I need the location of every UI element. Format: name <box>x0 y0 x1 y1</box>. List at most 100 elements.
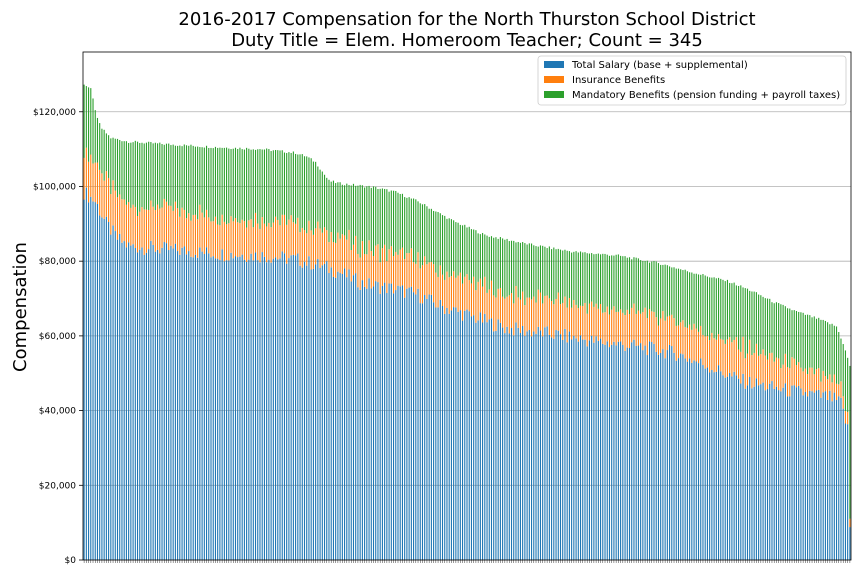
bar-total-salary <box>568 331 570 560</box>
bar-mandatory-benefits <box>499 237 501 288</box>
bar-total-salary <box>241 254 243 561</box>
bar-insurance-benefits <box>134 206 136 249</box>
bar-insurance-benefits <box>321 232 323 266</box>
bar-total-salary <box>746 385 749 560</box>
bar-insurance-benefits <box>746 353 749 386</box>
bar-total-salary <box>192 257 194 560</box>
bar-mandatory-benefits <box>108 135 110 178</box>
bar-total-salary <box>348 269 350 560</box>
bar-insurance-benefits <box>831 382 833 402</box>
bar-mandatory-benefits <box>101 128 103 174</box>
bar-total-salary <box>272 258 274 560</box>
bar-mandatory-benefits <box>735 285 737 338</box>
bar-insurance-benefits <box>448 277 450 314</box>
bar-total-salary <box>395 290 397 560</box>
bar-total-salary <box>847 424 849 560</box>
bar-total-salary <box>257 260 259 560</box>
bar-insurance-benefits <box>292 222 294 255</box>
bar-mandatory-benefits <box>219 147 221 226</box>
bar-total-salary <box>259 262 261 560</box>
bar-total-salary <box>824 391 826 560</box>
bar-insurance-benefits <box>648 309 651 342</box>
bar-total-salary <box>250 253 252 560</box>
plot-frame <box>82 51 852 561</box>
bar-total-salary <box>312 268 314 560</box>
bar-insurance-benefits <box>174 201 176 244</box>
bar-mandatory-benefits <box>738 285 740 350</box>
bar-total-salary <box>620 341 622 560</box>
bar-mandatory-benefits <box>775 302 777 358</box>
bar-total-salary <box>513 335 515 560</box>
bar-insurance-benefits <box>844 411 846 424</box>
bar-mandatory-benefits <box>809 315 811 368</box>
bar-total-salary <box>579 335 582 560</box>
bar-total-salary <box>152 244 154 560</box>
bar-mandatory-benefits <box>602 253 604 313</box>
bar-total-salary <box>809 390 811 560</box>
bar-mandatory-benefits <box>421 204 424 266</box>
bar-insurance-benefits <box>263 223 265 257</box>
bar-mandatory-benefits <box>326 177 328 231</box>
bar-insurance-benefits <box>143 209 145 256</box>
bar-total-salary <box>680 353 682 560</box>
bar-total-salary <box>704 368 706 560</box>
bar-total-salary <box>165 243 168 560</box>
bar-insurance-benefits <box>266 226 268 263</box>
bar-mandatory-benefits <box>297 154 299 218</box>
bar-mandatory-benefits <box>208 147 210 218</box>
bar-total-salary <box>114 231 116 560</box>
y-tick-label: $40,000 <box>39 407 76 417</box>
bar-insurance-benefits <box>611 309 613 345</box>
bar-mandatory-benefits <box>642 260 644 312</box>
bar-mandatory-benefits <box>506 238 508 297</box>
bar-mandatory-benefits <box>573 251 575 301</box>
bar-mandatory-benefits <box>746 288 749 354</box>
bar-total-salary <box>842 408 844 560</box>
bar-mandatory-benefits <box>637 258 639 311</box>
bar-insurance-benefits <box>533 296 535 332</box>
bar-total-salary <box>624 350 626 560</box>
bar-total-salary <box>328 273 330 560</box>
bar-total-salary <box>330 267 332 560</box>
bar-total-salary <box>85 187 87 560</box>
bar-insurance-benefits <box>401 247 403 286</box>
bar-insurance-benefits <box>395 251 397 291</box>
bar-mandatory-benefits <box>477 233 479 282</box>
bar-total-salary <box>657 354 659 560</box>
bar-mandatory-benefits <box>386 189 388 262</box>
bar-mandatory-benefits <box>226 147 228 225</box>
bar-insurance-benefits <box>577 308 579 342</box>
bar-total-salary <box>519 333 521 560</box>
bar-total-salary <box>450 310 452 560</box>
bar-mandatory-benefits <box>103 129 105 181</box>
bar-total-salary <box>497 319 499 560</box>
bar-mandatory-benefits <box>513 240 515 304</box>
bar-total-salary <box>401 285 403 560</box>
bar-insurance-benefits <box>655 317 657 352</box>
bar-mandatory-benefits <box>439 213 441 266</box>
bar-insurance-benefits <box>437 276 439 308</box>
bar-mandatory-benefits <box>531 243 533 300</box>
bar-total-salary <box>522 325 524 560</box>
bar-insurance-benefits <box>753 352 755 387</box>
bar-total-salary <box>795 387 798 560</box>
bar-mandatory-benefits <box>312 161 314 235</box>
bar-total-salary <box>709 372 711 560</box>
bar-mandatory-benefits <box>301 154 303 228</box>
bar-mandatory-benefits <box>724 281 726 344</box>
bar-insurance-benefits <box>744 358 746 389</box>
bar-total-salary <box>584 339 586 560</box>
bar-mandatory-benefits <box>613 255 615 307</box>
bar-mandatory-benefits <box>105 133 107 172</box>
bar-mandatory-benefits <box>90 88 92 155</box>
bar-insurance-benefits <box>254 212 257 253</box>
bar-total-salary <box>729 372 731 560</box>
bar-total-salary <box>608 347 611 560</box>
bar-insurance-benefits <box>726 339 729 377</box>
bar-total-salary <box>339 273 341 560</box>
bar-mandatory-benefits <box>435 211 437 273</box>
bar-insurance-benefits <box>457 275 459 312</box>
bar-mandatory-benefits <box>818 317 820 369</box>
bar-mandatory-benefits <box>299 154 301 233</box>
bar-insurance-benefits <box>597 308 599 341</box>
